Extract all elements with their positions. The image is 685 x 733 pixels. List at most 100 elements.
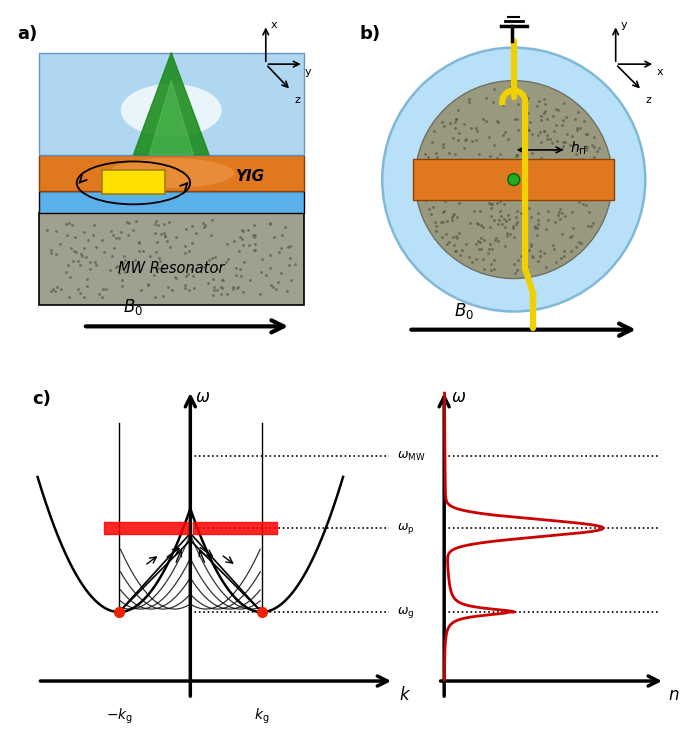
Point [249,229,260,241]
Point [513,254,524,266]
Point [416,180,427,191]
Point [78,226,89,238]
Point [556,191,567,203]
Point [516,207,527,219]
Point [486,210,497,221]
Point [260,269,271,281]
Point [199,221,210,233]
Point [432,185,443,197]
Point [531,100,542,111]
Bar [39,53,303,155]
Point [521,262,532,273]
Point [535,136,546,147]
Point [164,216,175,228]
Point [473,235,484,247]
Point [454,197,465,209]
Point [513,155,524,166]
Point [221,238,232,250]
Point [466,257,477,268]
Point [471,125,482,136]
Point [487,243,498,254]
Point [419,183,430,194]
Text: y: y [306,67,312,78]
Point [580,161,591,172]
Point [507,85,518,97]
Point [151,216,162,227]
Point [182,268,193,279]
Point [523,92,534,104]
Point [525,240,536,251]
Point [247,229,258,240]
Point [207,253,218,265]
Point [45,247,56,259]
Point [580,182,590,194]
Point [487,198,498,210]
Point [222,289,233,301]
Point [589,130,600,142]
Point [186,263,197,275]
Point [542,214,553,226]
Point [479,234,490,246]
Point [515,250,526,262]
Point [536,152,547,164]
Bar [413,159,614,200]
Point [456,186,466,198]
Point [238,239,249,251]
Point [473,243,484,255]
Point [588,218,599,229]
Point [447,171,458,183]
Point [119,254,130,266]
Point [242,224,253,235]
Point [449,122,460,133]
Point [255,288,266,300]
Point [561,128,572,140]
Point [534,95,545,107]
Point [500,215,511,226]
Point [498,166,509,177]
Point [435,216,446,228]
Point [523,125,534,136]
Point [567,222,578,234]
Point [574,196,585,208]
Point [221,256,232,268]
Point [527,250,538,262]
Text: $B_0$: $B_0$ [123,298,143,317]
Point [82,273,92,284]
Point [164,241,175,253]
Point [133,246,144,257]
Point [47,284,58,295]
Point [216,281,227,293]
Point [480,115,491,127]
Point [179,279,190,291]
Point [528,179,539,191]
Point [208,284,219,295]
Point [577,154,588,166]
Point [428,125,439,136]
Point [249,219,260,231]
Point [418,176,429,188]
Point [588,180,599,191]
Point [60,218,71,230]
Point [473,192,484,204]
Point [476,243,487,254]
Point [545,133,556,145]
Point [171,273,182,284]
Point [500,126,511,138]
Point [552,104,563,116]
Point [464,251,475,262]
Point [112,259,123,271]
Point [512,265,523,276]
Point [42,224,53,235]
Point [451,231,462,243]
Point [516,185,527,197]
Point [256,253,267,265]
Point [78,292,89,303]
Point [566,245,577,257]
Point [492,235,503,247]
Point [159,230,170,242]
Point [51,281,62,292]
Point [236,224,247,236]
Point [206,214,217,226]
Point [453,103,464,115]
Point [510,150,521,162]
